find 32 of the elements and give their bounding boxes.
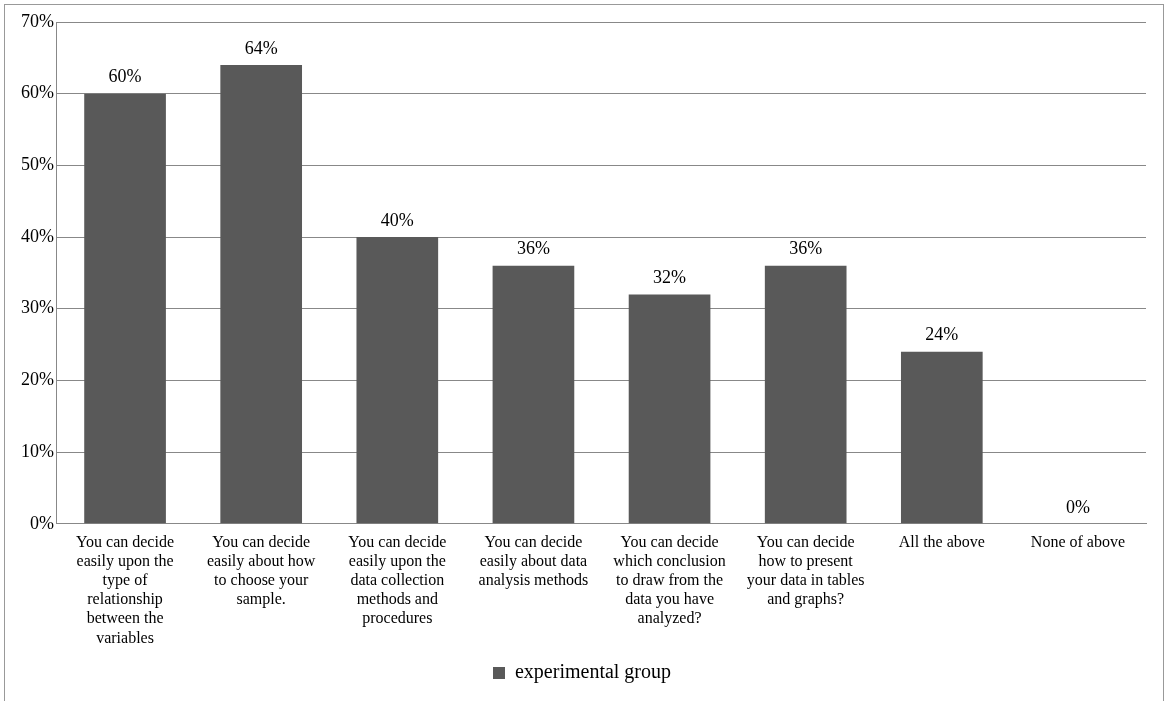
legend-label: experimental group <box>514 660 672 684</box>
bar <box>628 294 711 524</box>
data-label: 40% <box>380 209 414 230</box>
bar <box>492 265 575 524</box>
y-tick-label: 30% <box>20 297 54 318</box>
y-tick-label: 40% <box>20 225 54 246</box>
x-tick-label: You can decide how to present your data in tables and graphs? <box>746 532 865 609</box>
y-tick-label: 70% <box>20 10 54 31</box>
x-tick-label: You can decide easily about how to choose your sample. <box>206 532 316 609</box>
y-tick-label: 20% <box>20 369 54 390</box>
y-tick-label: 50% <box>20 154 54 175</box>
y-tick-label: 10% <box>20 440 54 461</box>
data-label: 32% <box>653 267 687 288</box>
bar <box>900 351 983 524</box>
bar <box>84 93 166 524</box>
x-tick-label: None of above <box>1030 532 1126 550</box>
data-label: 0% <box>1065 496 1090 517</box>
x-tick-label: You can decide easily upon the type of relationship between the variables <box>76 532 175 646</box>
bar <box>220 65 303 524</box>
data-label: 24% <box>925 324 959 345</box>
data-label: 60% <box>108 66 142 87</box>
data-label: 36% <box>516 238 550 259</box>
y-tick-label: 0% <box>29 512 54 533</box>
x-tick-label: All the above <box>898 532 985 550</box>
x-tick-label: You can decide easily upon the data collection methods and procedures <box>348 532 447 628</box>
x-tick-label: You can decide easily about data analysis methods <box>478 532 589 589</box>
y-tick-label: 60% <box>20 82 54 103</box>
x-tick-label: You can decide which conclusion to draw from the data you have analyzed? <box>613 532 726 628</box>
bar <box>356 237 439 524</box>
bar <box>764 265 847 524</box>
data-label: 64% <box>244 37 278 58</box>
data-label: 36% <box>789 238 823 259</box>
